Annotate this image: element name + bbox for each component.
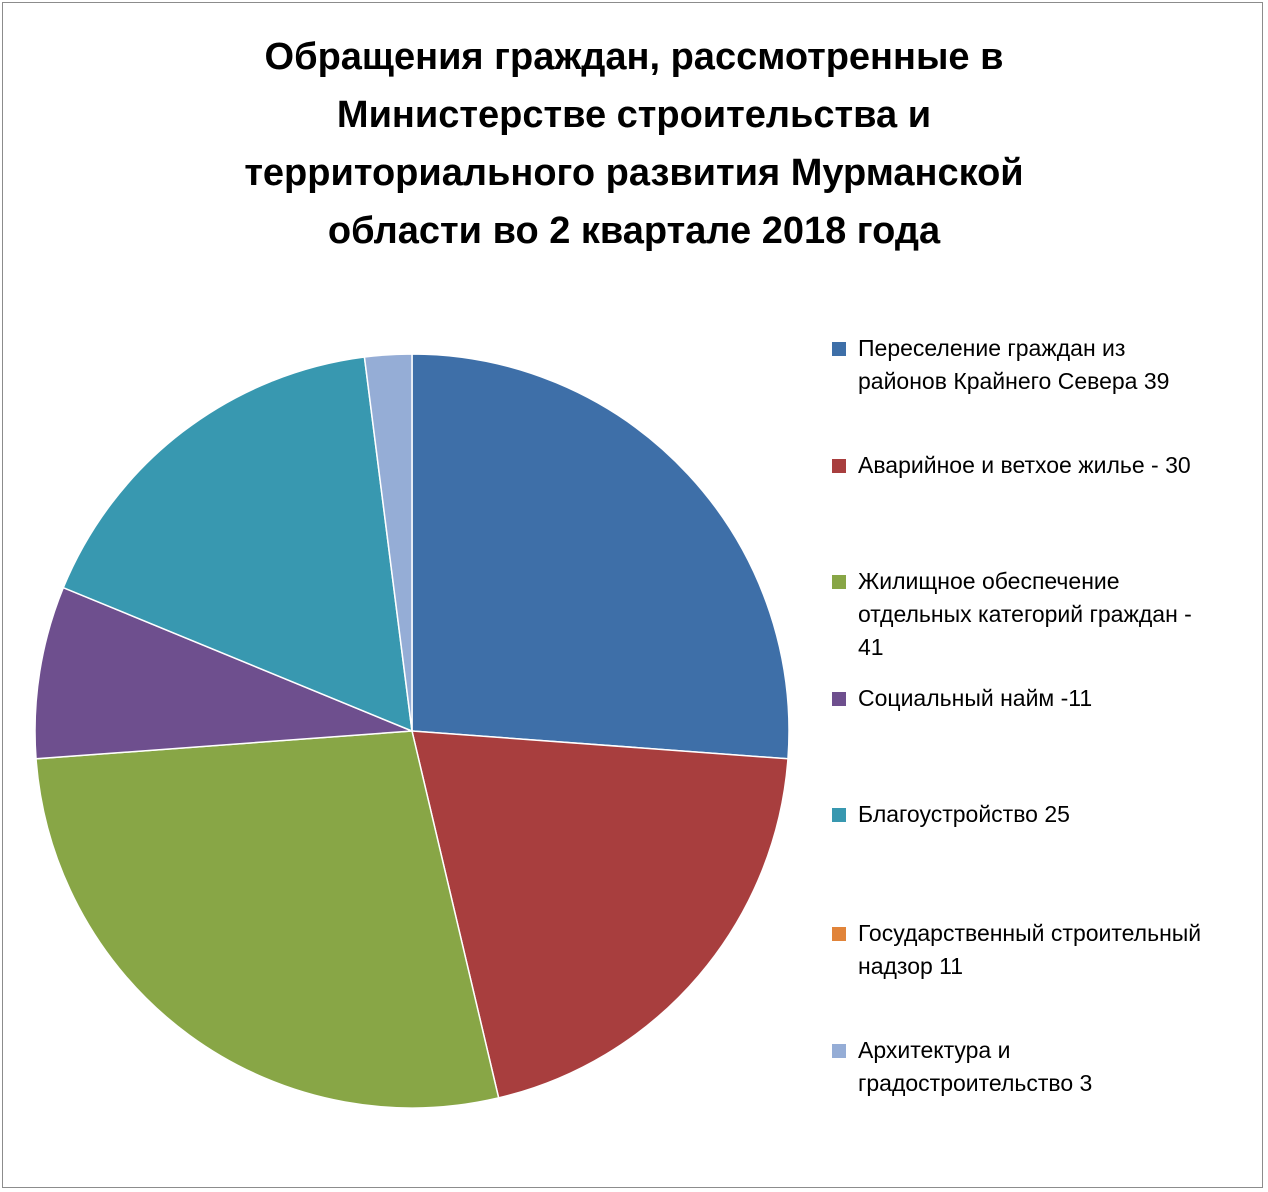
legend-swatch-0	[832, 342, 846, 356]
legend-label-2: Жилищное обеспечение отдельных категорий…	[858, 568, 1192, 660]
pie-slice-4	[62, 356, 413, 733]
legend-swatch-2	[832, 575, 846, 589]
legend-label-5: Государственный строительный надзор 11	[858, 920, 1202, 979]
legend-swatch-6	[832, 1044, 846, 1058]
chart-title: Обращения граждан, рассмотренные в Минис…	[244, 36, 1024, 252]
legend-label-0: Переселение граждан из районов Крайнего …	[858, 335, 1170, 394]
pie-slice-0	[411, 353, 790, 760]
legend-swatch-3	[832, 692, 846, 706]
pie-slice-3	[34, 586, 413, 760]
legend-label-4: Благоустройство 25	[858, 801, 1070, 827]
pie-slice-2	[35, 730, 500, 1109]
legend-label-1: Аварийное и ветхое жилье - 30	[858, 452, 1191, 478]
legend-swatch-1	[832, 459, 846, 473]
pie-slice-6	[363, 353, 413, 732]
legend-label-3: Социальный найм -11	[858, 685, 1093, 711]
legend-label-6: Архитектура и градостроительство 3	[858, 1037, 1093, 1096]
legend-swatch-4	[832, 808, 846, 822]
legend-swatch-5	[832, 927, 846, 941]
pie-slice-1	[411, 730, 789, 1099]
